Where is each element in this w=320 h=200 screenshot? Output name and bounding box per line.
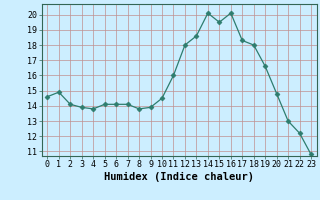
X-axis label: Humidex (Indice chaleur): Humidex (Indice chaleur) — [104, 172, 254, 182]
